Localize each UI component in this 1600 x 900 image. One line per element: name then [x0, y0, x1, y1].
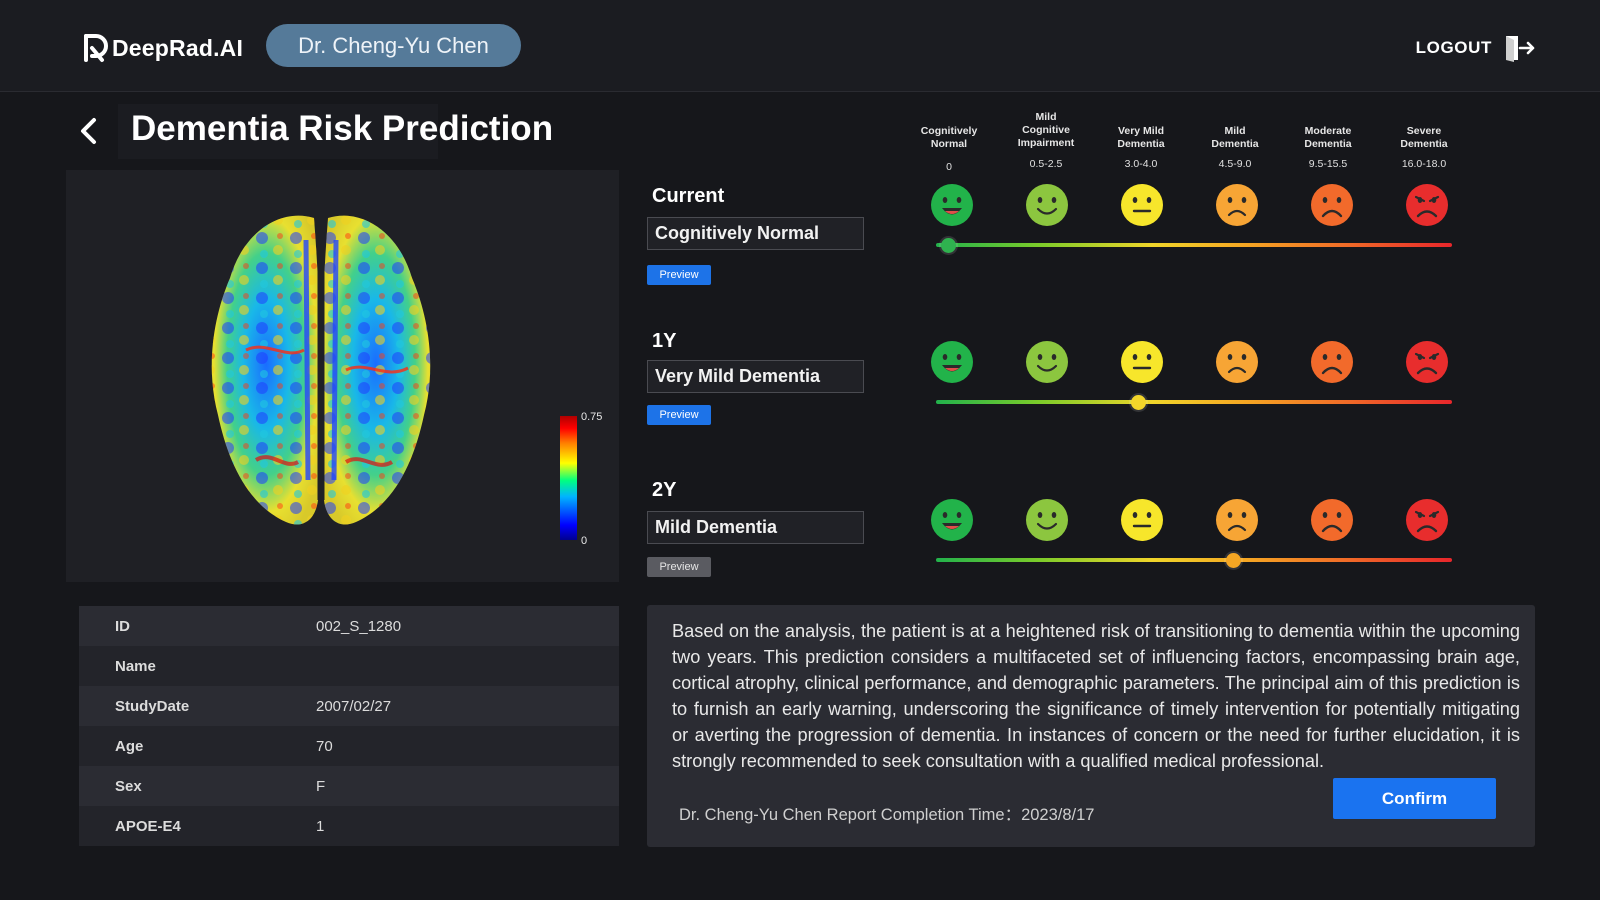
smile-face-icon [1026, 499, 1068, 541]
level-moderate-dementia: Moderate Dementia [1278, 125, 1378, 151]
level-cognitively-normal: Cognitively Normal [899, 125, 999, 151]
level-range: 0 [946, 161, 952, 173]
angry-face-icon [1406, 341, 1448, 383]
risk-slider-track[interactable] [936, 243, 1452, 247]
row-value: 1 [316, 817, 325, 835]
angry-face-icon [1406, 184, 1448, 226]
row-key: Sex [115, 777, 142, 795]
risk-slider-track[interactable] [936, 558, 1452, 562]
risk-slider-track[interactable] [936, 400, 1452, 404]
sad-face-icon [1311, 499, 1353, 541]
table-row: ID 002_S_1280 [79, 606, 619, 646]
neutral-face-icon [1121, 341, 1163, 383]
level-name: Dementia [1400, 138, 1448, 150]
sad-face-icon [1311, 341, 1353, 383]
happy-face-icon [931, 499, 973, 541]
angry-face-icon [1406, 499, 1448, 541]
level-range: 3.0-4.0 [1124, 158, 1158, 170]
logout-label: LOGOUT [1415, 38, 1492, 57]
current-label: Current [652, 185, 725, 207]
deeprad-logo-icon [84, 34, 108, 62]
colorbar-scale [560, 416, 577, 540]
level-mild-dementia: Mild Dementia [1185, 125, 1285, 151]
level-severe-dementia: Severe Dementia [1374, 125, 1474, 151]
sad-face-icon [1311, 184, 1353, 226]
level-name: Cognitively [920, 125, 978, 137]
analysis-summary-panel: Based on the analysis, the patient is at… [647, 605, 1535, 847]
brain-viewer[interactable]: 0.75 0 [66, 170, 619, 582]
title-background [118, 104, 438, 159]
smile-face-icon [1026, 184, 1068, 226]
brain-surface-map [211, 215, 431, 525]
level-name: Severe [1406, 125, 1442, 137]
level-name: Mild [1035, 111, 1057, 123]
row-key: ID [115, 617, 130, 635]
level-name: Impairment [1017, 137, 1075, 149]
app-logo[interactable]: DeepRad.AI [82, 32, 243, 64]
level-range: 4.5-9.0 [1218, 158, 1252, 170]
row-value: 2007/02/27 [316, 697, 392, 715]
level-range: 9.5-15.5 [1308, 158, 1348, 170]
level-mild-cognitive-impairment: Mild Cognitive Impairment [996, 111, 1096, 150]
happy-face-icon [931, 184, 973, 226]
neutral-face-icon [1121, 184, 1163, 226]
2y-preview-button[interactable]: Preview [647, 557, 711, 577]
table-row: Sex F [79, 766, 619, 806]
risk-slider-knob[interactable] [1226, 553, 1241, 568]
confirm-button[interactable]: Confirm [1333, 778, 1496, 819]
level-name: Dementia [1304, 138, 1352, 150]
table-row: APOE-E4 1 [79, 806, 619, 846]
current-status-field: Cognitively Normal [647, 217, 864, 250]
colorbar-min-label: 0 [581, 535, 588, 547]
1y-preview-button[interactable]: Preview [647, 405, 711, 425]
colorbar-max-label: 0.75 [581, 411, 603, 423]
logout-button[interactable]: LOGOUT [1416, 33, 1536, 63]
level-name: Dementia [1211, 138, 1259, 150]
row-key: Age [115, 737, 144, 755]
top-bar: DeepRad.AI Dr. Cheng-Yu Chen LOGOUT [0, 0, 1600, 92]
report-signature: Dr. Cheng-Yu Chen Report Completion Time… [679, 806, 1095, 824]
risk-slider-knob[interactable] [941, 238, 956, 253]
level-name: Very Mild [1117, 125, 1165, 137]
page-title: Dementia Risk Prediction [131, 109, 554, 148]
2y-status-field: Mild Dementia [647, 511, 864, 544]
risk-slider-knob[interactable] [1131, 395, 1146, 410]
back-arrow-icon[interactable] [76, 116, 102, 146]
user-name-badge[interactable]: Dr. Cheng-Yu Chen [266, 24, 521, 67]
table-row: StudyDate 2007/02/27 [79, 686, 619, 726]
level-very-mild-dementia: Very Mild Dementia [1091, 125, 1191, 151]
happy-face-icon [931, 341, 973, 383]
frown-face-icon [1216, 341, 1258, 383]
level-range: 16.0-18.0 [1401, 158, 1447, 170]
row-value [280, 646, 619, 686]
row-key: APOE-E4 [115, 817, 181, 835]
level-name: Mild [1224, 125, 1246, 137]
patient-info-table: ID 002_S_1280 Name StudyDate 2007/02/27 … [79, 606, 619, 846]
level-name: Dementia [1117, 138, 1165, 150]
current-preview-button[interactable]: Preview [647, 265, 711, 285]
smile-face-icon [1026, 341, 1068, 383]
table-row: Name [79, 646, 619, 686]
row-key: StudyDate [115, 697, 190, 715]
row-key: Name [115, 657, 156, 675]
summary-text: Based on the analysis, the patient is at… [672, 621, 1520, 771]
level-name: Normal [930, 138, 968, 150]
level-name: Moderate [1304, 125, 1352, 137]
logout-icon [1506, 36, 1535, 62]
logo-text: DeepRad.AI [112, 34, 244, 61]
frown-face-icon [1216, 184, 1258, 226]
1y-status-field: Very Mild Dementia [647, 360, 864, 393]
neutral-face-icon [1121, 499, 1163, 541]
1y-label: 1Y [652, 330, 677, 352]
row-value: F [316, 777, 326, 795]
row-value: 70 [316, 737, 333, 755]
row-value: 002_S_1280 [316, 617, 402, 635]
table-row: Age 70 [79, 726, 619, 766]
frown-face-icon [1216, 499, 1258, 541]
2y-label: 2Y [652, 479, 677, 501]
level-range: 0.5-2.5 [1029, 158, 1063, 170]
level-name: Cognitive [1022, 124, 1070, 136]
